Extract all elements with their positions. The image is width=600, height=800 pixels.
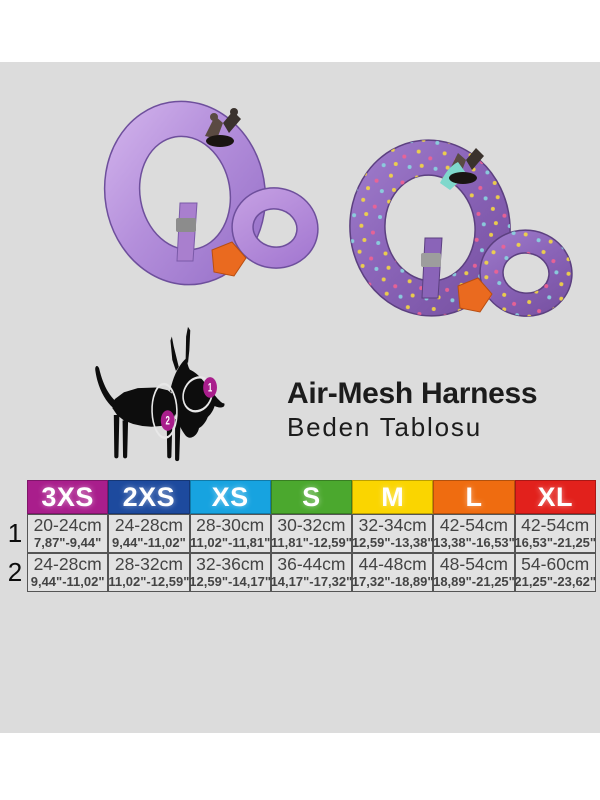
svg-text:1: 1 — [208, 382, 213, 395]
svg-text:2: 2 — [166, 415, 171, 428]
